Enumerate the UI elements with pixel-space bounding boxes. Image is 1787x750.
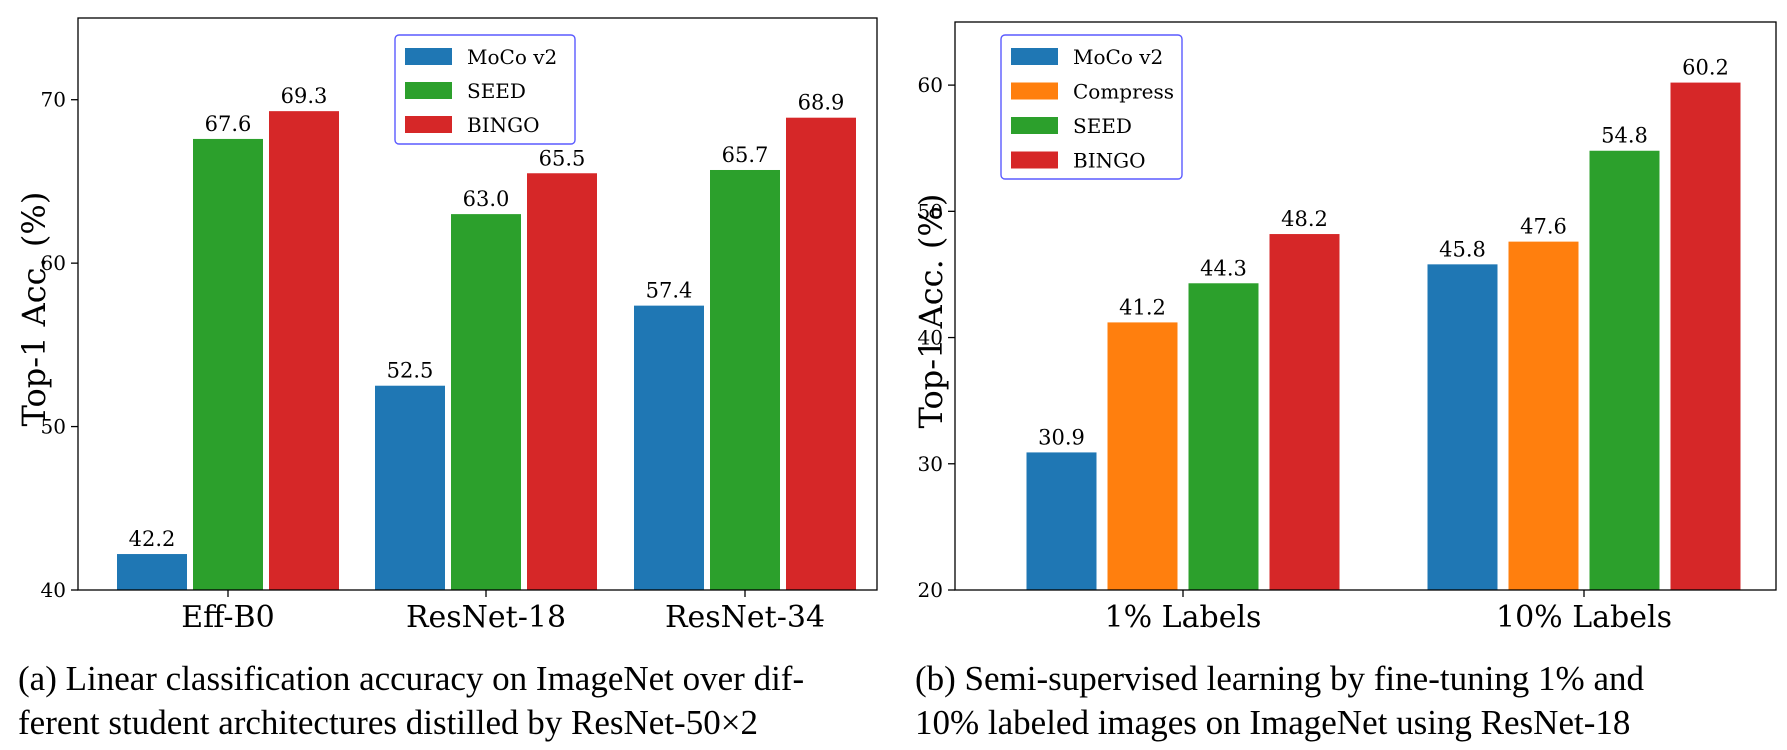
legend: MoCo v2 Compress SEED BINGO [1000,34,1183,180]
x-tick-label-10-labels: 10% Labels [1496,600,1672,635]
legend-swatch-bingo [1011,151,1058,169]
data-label-seed-1-labels: 44.3 [1200,256,1247,280]
bar-seed-resnet-18 [451,214,521,590]
x-tick-label-resnet-34: ResNet-34 [665,600,825,635]
bar-compress-10-labels [1508,241,1579,591]
legend: MoCo v2 SEED BINGO [394,34,576,145]
y-axis-label: Top-1 Acc. (%) [15,192,53,427]
bar-bingo-resnet-34 [786,117,856,590]
caption-a-line-1: (a) Linear classification accuracy on Im… [18,659,805,698]
y-tick-label-50: 50 [918,199,943,223]
data-label-moco-v2-resnet-34: 57.4 [646,279,693,303]
legend-label-bingo: BINGO [467,113,539,137]
data-label-bingo-eff-b0: 69.3 [281,84,328,108]
caption-b-line-2: 10% labeled images on ImageNet using Res… [915,703,1631,742]
legend-swatch-seed [405,82,452,99]
bar-moco-v2-resnet-18 [375,385,445,590]
bar-bingo-eff-b0 [269,111,339,590]
legend-label-seed: SEED [467,79,526,103]
data-label-moco-v2-10-labels: 45.8 [1439,237,1486,261]
data-label-compress-1-labels: 41.2 [1119,295,1166,319]
legend-label-moco-v2: MoCo v2 [1073,45,1163,69]
y-tick-label-50: 50 [41,415,66,439]
bar-bingo-10-labels [1670,82,1741,590]
y-tick-label-60: 60 [918,73,943,97]
data-label-moco-v2-eff-b0: 42.2 [129,527,176,551]
bar-seed-eff-b0 [193,138,263,591]
data-label-moco-v2-1-labels: 30.9 [1038,425,1085,449]
data-label-seed-eff-b0: 67.6 [205,112,252,136]
bar-moco-v2-eff-b0 [117,554,187,590]
bar-moco-v2-resnet-34 [634,305,704,590]
plot-frame [77,17,878,591]
caption-b-line-1: (b) Semi-supervised learning by fine-tun… [915,659,1644,698]
legend-label-compress: Compress [1073,80,1174,104]
x-tick-label-resnet-18: ResNet-18 [406,600,566,635]
y-axis-label: Top-1 Acc. (%) [912,194,950,429]
data-label-bingo-resnet-18: 65.5 [539,146,586,170]
legend-swatch-moco-v2 [405,48,452,65]
data-label-bingo-1-labels: 48.2 [1281,207,1328,231]
y-tick-label-60: 60 [41,251,66,275]
y-tick-label-40: 40 [918,326,943,350]
data-label-bingo-resnet-34: 68.9 [798,91,845,115]
legend-swatch-bingo [405,116,452,133]
legend-swatch-moco-v2 [1011,48,1058,65]
bar-moco-v2-1-labels [1026,452,1097,590]
legend-swatch-compress [1011,82,1058,100]
x-tick-label-eff-b0: Eff-B0 [181,600,274,635]
bar-moco-v2-10-labels [1427,264,1498,590]
data-label-seed-resnet-18: 63.0 [463,187,510,211]
legend-label-moco-v2: MoCo v2 [467,45,557,69]
bar-seed-resnet-34 [710,169,780,590]
y-tick-label-40: 40 [41,578,66,602]
legend-frame [1000,34,1183,180]
y-tick-label-30: 30 [918,452,943,476]
bar-bingo-1-labels [1269,234,1340,590]
legend-swatch-seed [1011,117,1058,134]
chart-panel-a: 42.2 67.6 69.3 Eff-B0 52.5 63.0 65.5 ResNet-18 5… [15,17,878,635]
data-label-moco-v2-resnet-18: 52.5 [387,359,434,383]
data-label-bingo-10-labels: 60.2 [1682,56,1729,80]
y-tick-label-20: 20 [918,578,943,602]
caption-a-line-2: ferent student architectures distilled b… [18,703,758,742]
chart-panel-b: 30.9 41.2 44.3 48.2 1% Labels 45.8 47.6 54.8 60.… [912,21,1777,635]
plot-frame [954,21,1777,591]
bar-bingo-resnet-18 [527,173,597,590]
bar-seed-1-labels [1188,283,1259,590]
bar-seed-10-labels [1589,150,1660,590]
y-tick-label-70: 70 [41,88,66,112]
data-label-seed-10-labels: 54.8 [1601,124,1648,148]
data-label-seed-resnet-34: 65.7 [722,143,769,167]
bar-compress-1-labels [1107,322,1178,590]
x-tick-label-1-labels: 1% Labels [1105,600,1262,635]
legend-label-seed: SEED [1073,114,1132,138]
data-label-compress-10-labels: 47.6 [1520,215,1567,239]
legend-label-bingo: BINGO [1073,149,1145,173]
